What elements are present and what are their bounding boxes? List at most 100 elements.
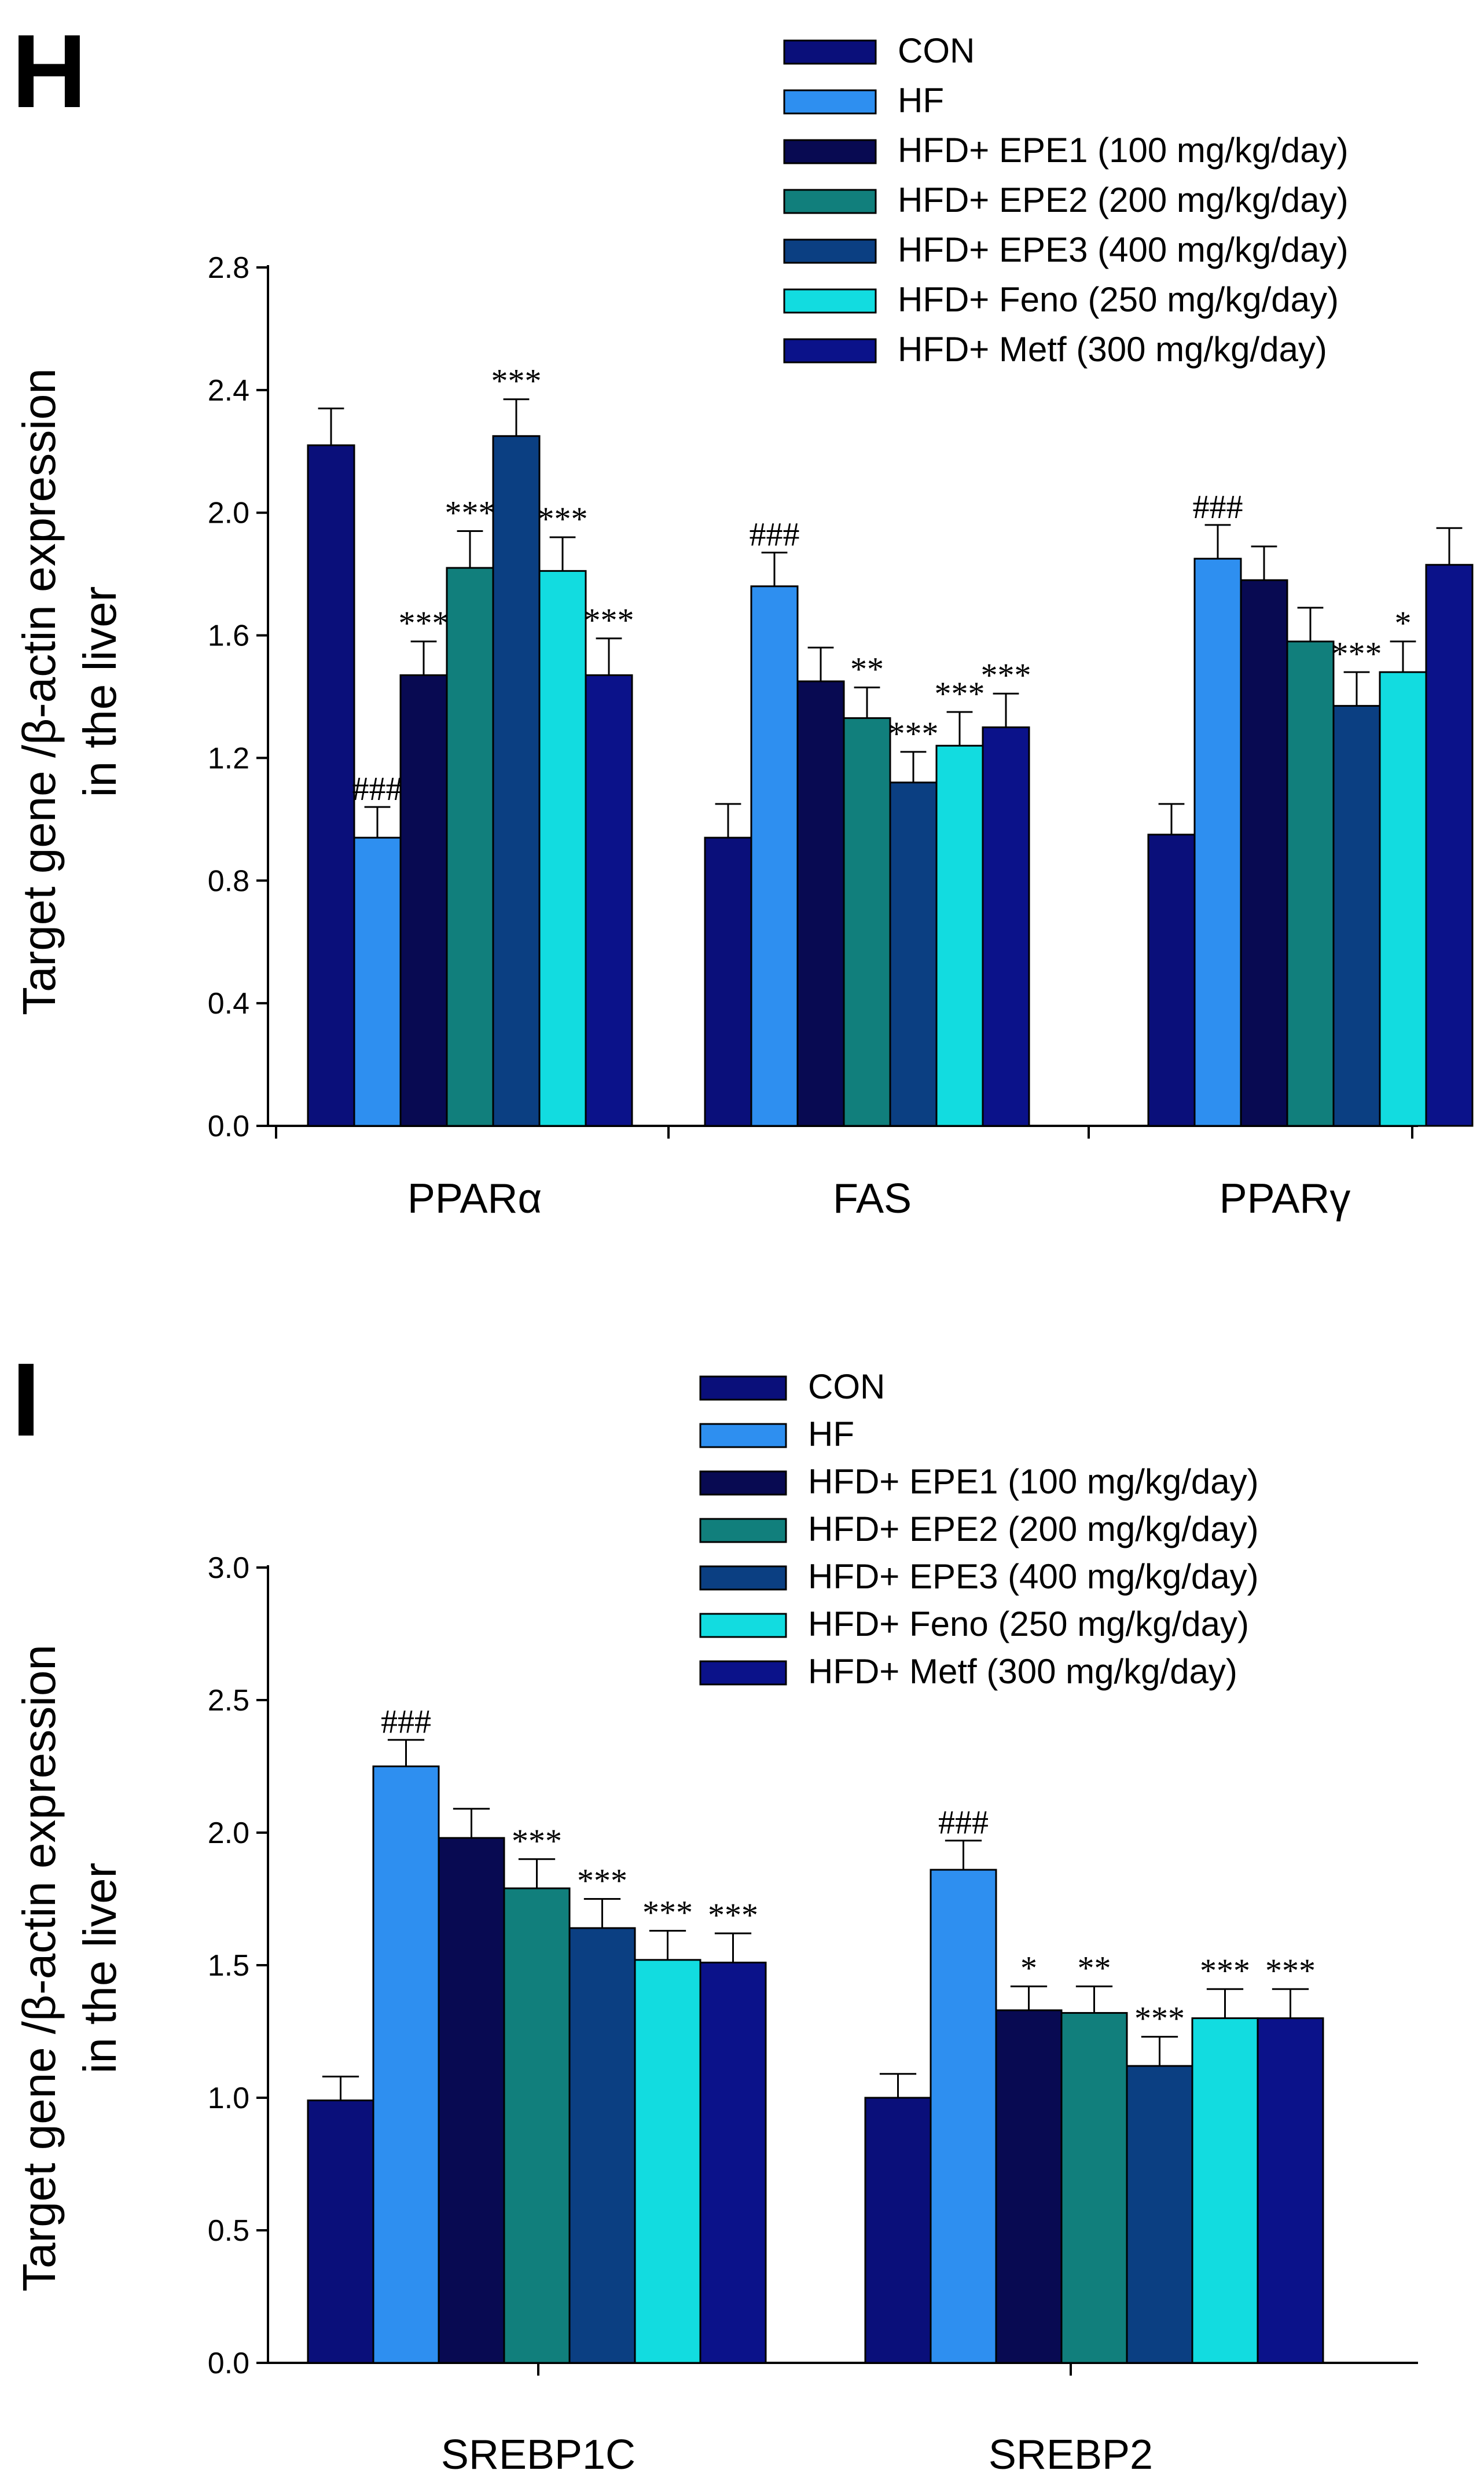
legend-label: HFD+ Feno (250 mg/kg/day)	[808, 1605, 1249, 1643]
bar	[634, 1959, 701, 2364]
bar	[1126, 2065, 1193, 2364]
legend-label: HFD+ EPE2 (200 mg/kg/day)	[808, 1510, 1259, 1548]
significance-label: ###	[352, 770, 403, 807]
significance-label: ###	[381, 1703, 431, 1741]
y-axis-title: in the liver	[74, 586, 126, 798]
bar	[796, 680, 845, 1127]
category-label: SREBP2	[989, 2432, 1153, 2478]
legend-swatch	[783, 139, 877, 164]
legend-swatch	[783, 89, 877, 115]
bar	[889, 781, 938, 1127]
significance-label: ***	[981, 656, 1031, 694]
significance-label: **	[850, 651, 884, 688]
legend-label: HFD+ EPE1 (100 mg/kg/day)	[808, 1462, 1259, 1501]
legend-swatch	[699, 1660, 787, 1686]
legend-label: HFD+ EPE3 (400 mg/kg/day)	[898, 230, 1349, 269]
significance-label: ***	[445, 494, 495, 531]
significance-label: ***	[642, 1893, 693, 1931]
category-label: PPARγ	[1219, 1176, 1351, 1222]
legend-swatch	[699, 1470, 787, 1496]
bar	[864, 2097, 932, 2364]
significance-label: ***	[491, 362, 542, 400]
legend-label: CON	[808, 1367, 885, 1406]
y-tick-label: 1.5	[208, 1949, 249, 1983]
bar	[1060, 2012, 1128, 2364]
bar	[307, 2099, 374, 2364]
significance-label: ###	[1193, 488, 1243, 526]
significance-label: *	[1395, 604, 1412, 642]
bar	[843, 717, 891, 1127]
bar	[1240, 579, 1288, 1127]
panel-letter: I	[12, 1342, 41, 1458]
y-tick-label: 1.0	[208, 2082, 249, 2115]
bar	[538, 570, 587, 1127]
bar	[372, 1765, 440, 2364]
legend-swatch	[783, 39, 877, 65]
significance-label: *	[1020, 1950, 1037, 1987]
bar	[438, 1837, 505, 2364]
category-label: PPARα	[407, 1176, 542, 1222]
legend-swatch	[699, 1518, 787, 1543]
significance-label: ***	[538, 500, 588, 538]
bar	[399, 674, 448, 1127]
y-tick-label: 0.0	[208, 2347, 249, 2380]
bar	[1332, 704, 1381, 1127]
bar	[995, 2009, 1063, 2364]
legend-swatch	[699, 1375, 787, 1401]
bar	[1425, 564, 1474, 1127]
significance-label: ###	[938, 1804, 989, 1841]
y-axis-title: Target gene /β-actin expression	[13, 1645, 65, 2292]
legend-label: HF	[898, 81, 944, 120]
panel-letter: H	[12, 13, 87, 130]
y-tick-label: 2.8	[208, 251, 249, 285]
bar	[503, 1887, 571, 2364]
legend-label: HFD+ EPE3 (400 mg/kg/day)	[808, 1557, 1259, 1596]
bar	[585, 674, 633, 1127]
legend-label: HFD+ Metf (300 mg/kg/day)	[898, 330, 1327, 369]
bar	[446, 567, 494, 1127]
significance-label: ***	[1200, 1952, 1250, 1990]
legend-swatch	[783, 238, 877, 264]
significance-label: ***	[512, 1822, 562, 1860]
significance-label: ***	[1134, 2000, 1185, 2038]
y-axis-title: in the liver	[74, 1863, 126, 2074]
y-tick-label: 3.0	[208, 1551, 249, 1585]
significance-label: ***	[1265, 1952, 1316, 1990]
significance-label: ***	[399, 604, 449, 642]
bar	[568, 1927, 636, 2364]
significance-label: ***	[577, 1862, 627, 1900]
legend-label: HFD+ Feno (250 mg/kg/day)	[898, 280, 1339, 319]
bar	[1257, 2017, 1324, 2364]
legend-swatch	[783, 338, 877, 364]
bar	[1286, 640, 1335, 1127]
significance-label: **	[1078, 1950, 1111, 1987]
bar	[1193, 557, 1242, 1127]
significance-label: ***	[584, 601, 634, 639]
legend-swatch	[699, 1613, 787, 1638]
bar	[1379, 671, 1427, 1127]
bar	[492, 435, 541, 1127]
bar	[750, 585, 799, 1127]
significance-label: ###	[750, 516, 800, 553]
bar	[1147, 834, 1196, 1127]
bar	[1191, 2017, 1259, 2364]
bar	[930, 1869, 997, 2364]
legend-label: HFD+ EPE2 (200 mg/kg/day)	[898, 181, 1349, 219]
bar	[353, 836, 402, 1127]
bar	[935, 744, 984, 1127]
legend-swatch	[699, 1565, 787, 1591]
y-tick-label: 0.8	[208, 864, 249, 898]
legend-swatch	[699, 1423, 787, 1448]
legend-swatch	[783, 288, 877, 314]
y-axis-title: Target gene /β-actin expression	[13, 368, 65, 1015]
legend-label: HFD+ EPE1 (100 mg/kg/day)	[898, 131, 1349, 170]
y-tick-label: 2.0	[208, 497, 249, 530]
y-tick-label: 0.5	[208, 2214, 249, 2248]
legend-label: HF	[808, 1415, 854, 1453]
bar	[699, 1961, 767, 2364]
y-tick-label: 1.6	[208, 619, 249, 653]
significance-label: ***	[1332, 635, 1382, 673]
legend-label: CON	[898, 31, 975, 70]
category-label: FAS	[833, 1176, 912, 1222]
